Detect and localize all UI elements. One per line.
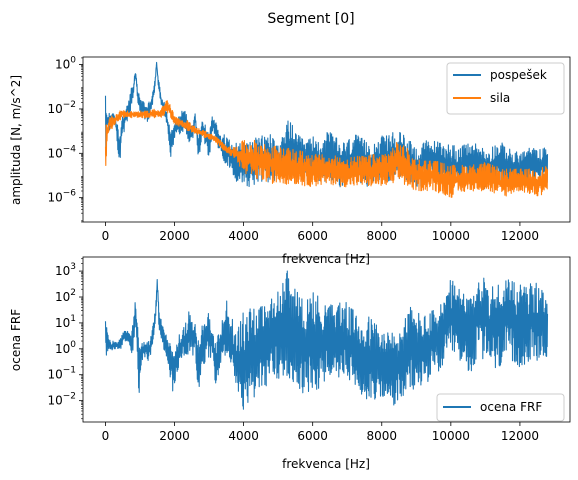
- series-line-amplitude-1: [104, 100, 549, 198]
- frf-legend: ocena FRF: [436, 393, 565, 422]
- frf-x-axis-label: frekvenca [Hz]: [282, 457, 370, 471]
- amplitude-x-tick-label: 8000: [366, 229, 397, 243]
- amplitude-x-axis-label: frekvenca [Hz]: [282, 252, 370, 266]
- amplitude-x-tick-label: 12000: [501, 229, 539, 243]
- amplitude-x-ticks: 0 2000 4000 6000 8000 10000 12000: [102, 222, 539, 243]
- amplitude-axes-frame: [82, 56, 571, 223]
- frf-x-tick-label: 6000: [297, 429, 328, 443]
- amplitude-x-tick-label: 2000: [159, 229, 190, 243]
- frf-plot-area: [104, 270, 549, 410]
- series-line-frf-0: [104, 270, 549, 410]
- frf-x-ticks: 0 2000 4000 6000 8000 10000 12000: [102, 422, 539, 443]
- legend-label-ocena-frf: ocena FRF: [480, 400, 542, 414]
- legend-label-sila: sila: [490, 91, 510, 105]
- frf-x-tick-label: 0: [102, 429, 110, 443]
- amplitude-plot-area: [104, 61, 549, 198]
- legend-label-pospesek: pospešek: [490, 68, 547, 82]
- frf-x-tick-label: 8000: [366, 429, 397, 443]
- amplitude-x-tick-label: 0: [102, 229, 110, 243]
- frf-x-tick-label: 2000: [159, 429, 190, 443]
- frf-y-axis-label: ocena FRF: [9, 309, 23, 371]
- frf-x-tick-label: 4000: [228, 429, 259, 443]
- frf-x-tick-label: 12000: [501, 429, 539, 443]
- amplitude-x-tick-label: 6000: [297, 229, 328, 243]
- figure-title: Segment [0]: [267, 11, 354, 27]
- amplitude-y-axis-label: amplituda [N, m/s^2]: [9, 75, 23, 205]
- amplitude-x-tick-label: 10000: [432, 229, 470, 243]
- frf-legend-box: [436, 393, 565, 422]
- amplitude-x-tick-label: 4000: [228, 229, 259, 243]
- frf-x-tick-label: 10000: [432, 429, 470, 443]
- frf-axes-frame: [82, 256, 571, 423]
- amplitude-legend: pospešek sila: [446, 62, 565, 115]
- amplitude-subplot: 0 2000 4000 6000 8000 10000 12000 10010−210−41…: [9, 56, 571, 266]
